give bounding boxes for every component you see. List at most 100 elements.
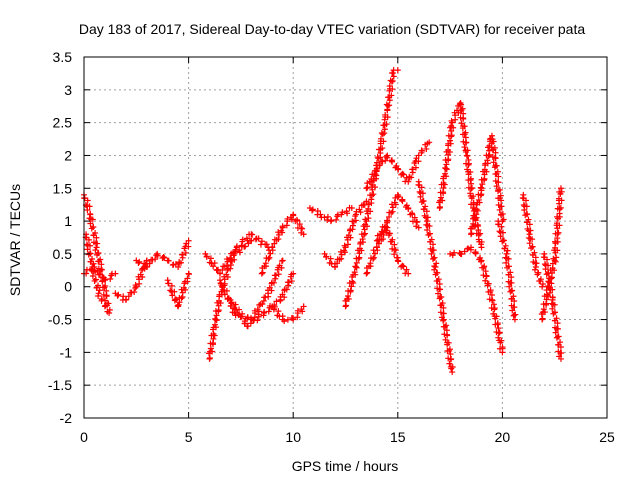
data-point <box>440 304 447 311</box>
data-point <box>527 227 534 234</box>
data-point <box>284 279 291 286</box>
data-point <box>275 231 282 238</box>
data-point <box>551 238 558 245</box>
y-tick-label: 1.5 <box>53 180 73 196</box>
data-point <box>223 287 230 294</box>
data-point <box>288 278 295 285</box>
data-point <box>95 271 102 278</box>
data-point <box>395 258 402 265</box>
data-point <box>279 291 286 298</box>
data-point <box>352 264 359 271</box>
data-point <box>426 139 433 146</box>
data-point <box>357 209 364 216</box>
data-point <box>323 253 330 260</box>
data-point <box>496 228 503 235</box>
data-point <box>223 271 230 278</box>
data-point <box>456 101 463 108</box>
data-point <box>496 206 503 213</box>
data-point <box>554 320 561 327</box>
data-point <box>219 267 226 274</box>
data-points <box>81 67 565 376</box>
data-point <box>427 238 434 245</box>
data-point <box>545 278 552 285</box>
data-point <box>143 257 150 264</box>
data-point <box>203 253 210 260</box>
data-point <box>478 185 485 192</box>
data-point <box>136 258 143 265</box>
data-point <box>467 190 474 197</box>
data-point <box>399 198 406 205</box>
data-point <box>379 131 386 138</box>
data-point <box>484 157 491 164</box>
data-point <box>393 254 400 261</box>
data-point <box>185 237 192 244</box>
data-point <box>548 280 555 287</box>
data-point <box>347 287 354 294</box>
data-point <box>488 132 495 139</box>
data-point <box>428 250 435 257</box>
data-point <box>214 267 221 274</box>
data-point <box>436 280 443 287</box>
data-point <box>464 153 471 160</box>
data-point <box>540 306 547 313</box>
data-point <box>540 254 547 261</box>
data-point <box>261 263 268 270</box>
data-point <box>137 271 144 278</box>
x-tick-label: 10 <box>285 429 301 445</box>
data-point <box>185 243 192 250</box>
data-point <box>465 171 472 178</box>
data-point <box>131 289 138 296</box>
x-axis-label: GPS time / hours <box>292 458 399 474</box>
data-point <box>553 254 560 261</box>
data-point <box>93 284 100 291</box>
data-point <box>529 236 536 243</box>
grid-lines <box>84 57 607 418</box>
data-point <box>359 236 366 243</box>
data-point <box>317 211 324 218</box>
data-point <box>356 206 363 213</box>
data-point <box>249 231 256 238</box>
data-point <box>437 203 444 210</box>
data-point <box>85 251 92 258</box>
data-point <box>532 254 539 261</box>
data-point <box>384 217 391 224</box>
data-point <box>541 261 548 268</box>
data-point <box>423 145 430 152</box>
data-point <box>352 263 359 270</box>
data-point <box>415 224 422 231</box>
data-point <box>489 297 496 304</box>
data-point <box>175 264 182 271</box>
data-point <box>340 247 347 254</box>
data-point <box>495 179 502 186</box>
data-point <box>165 280 172 287</box>
data-point <box>271 305 278 312</box>
data-point <box>424 214 431 221</box>
data-point <box>88 225 95 232</box>
data-point <box>300 231 307 238</box>
data-point <box>146 260 153 267</box>
data-point <box>501 245 508 252</box>
data-point <box>551 301 558 308</box>
data-point <box>171 288 178 295</box>
data-point <box>386 82 393 89</box>
data-point <box>206 354 213 361</box>
data-point <box>526 240 533 247</box>
data-point <box>442 164 449 171</box>
data-point <box>506 283 513 290</box>
data-point <box>93 234 100 241</box>
y-tick-label: 0 <box>64 279 72 295</box>
data-point <box>539 283 546 290</box>
data-point <box>411 214 418 221</box>
data-point <box>294 217 301 224</box>
data-point <box>495 188 502 195</box>
data-point <box>477 230 484 237</box>
y-tick-label: 1 <box>64 213 72 229</box>
data-point <box>550 255 557 262</box>
data-point <box>176 294 183 301</box>
data-point <box>385 232 392 239</box>
data-point <box>551 317 558 324</box>
data-point <box>341 242 348 249</box>
data-point <box>431 254 438 261</box>
data-point <box>542 266 549 273</box>
data-point <box>556 188 563 195</box>
